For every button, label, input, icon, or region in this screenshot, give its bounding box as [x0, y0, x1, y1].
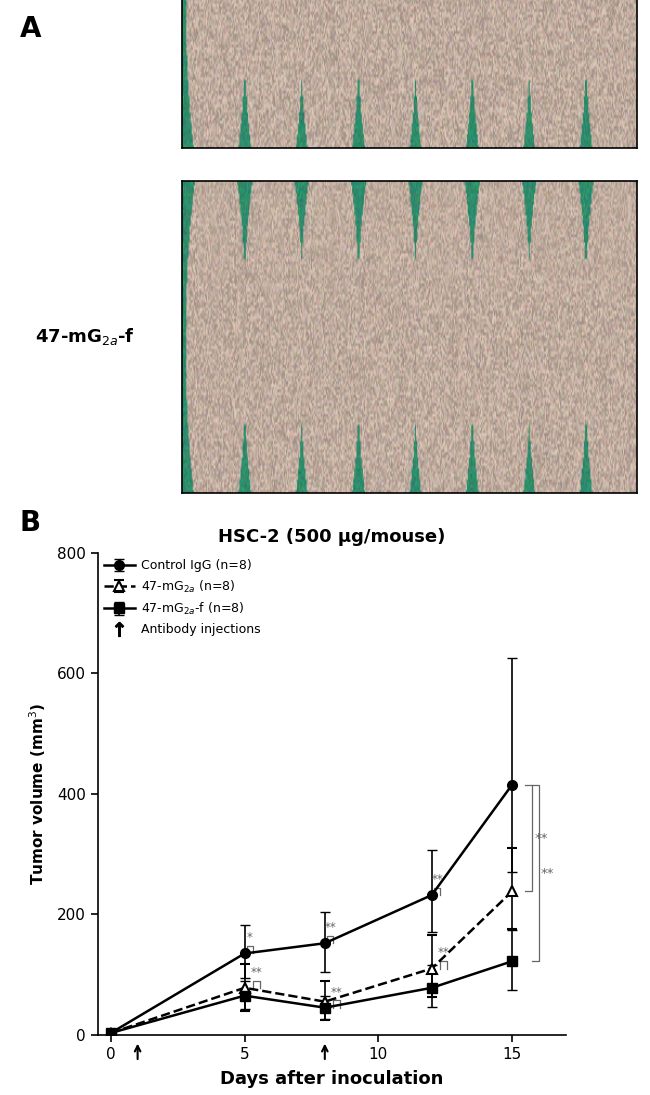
Text: B: B: [20, 509, 40, 538]
Legend: Control IgG (n=8), 47-mG$_{2a}$ (n=8), 47-mG$_{2a}$-f (n=8), Antibody injections: Control IgG (n=8), 47-mG$_{2a}$ (n=8), 4…: [104, 560, 261, 636]
Text: **: **: [534, 831, 548, 844]
Text: *: *: [247, 932, 253, 944]
Text: 47-mG$_{2a}$: 47-mG$_{2a}$: [43, 0, 126, 2]
Title: HSC-2 (500 μg/mouse): HSC-2 (500 μg/mouse): [218, 528, 445, 546]
Y-axis label: Tumor volume (mm$^3$): Tumor volume (mm$^3$): [28, 703, 48, 885]
Text: **: **: [250, 966, 262, 979]
Text: **: **: [331, 986, 343, 999]
Text: **: **: [541, 866, 554, 879]
Text: 47-mG$_{2a}$-f: 47-mG$_{2a}$-f: [34, 326, 135, 347]
X-axis label: Days after inoculation: Days after inoculation: [220, 1070, 443, 1088]
Text: **: **: [431, 873, 443, 886]
Text: A: A: [20, 15, 41, 43]
Text: **: **: [324, 921, 336, 934]
Text: **: **: [437, 946, 449, 959]
